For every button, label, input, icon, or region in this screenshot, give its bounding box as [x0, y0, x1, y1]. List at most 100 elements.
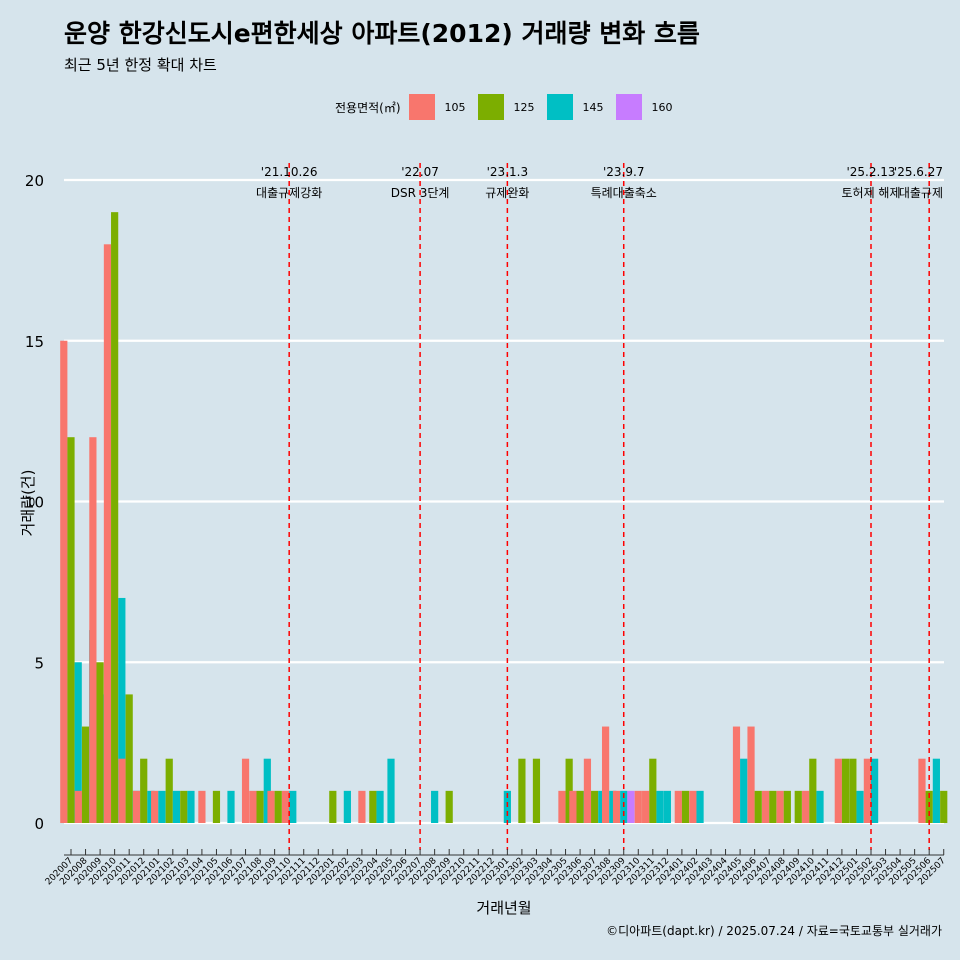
bar-105-202101 — [151, 790, 159, 823]
bar-105-202107 — [241, 758, 250, 823]
bar-125-202302 — [518, 758, 526, 823]
bar-145-202010 — [118, 597, 126, 823]
bar-125-202011 — [125, 694, 133, 823]
bar-105-202506 — [918, 758, 926, 823]
bar-125-202412 — [841, 758, 850, 823]
y-axis-title: 거래량(건) — [19, 470, 37, 537]
bar-125-202408 — [783, 790, 791, 823]
bar-125-202204 — [369, 790, 377, 823]
bar-145-202103 — [187, 790, 195, 823]
event-date: '22.07 — [401, 165, 439, 179]
bar-125-202108 — [256, 790, 264, 823]
legend-key-145 — [546, 94, 573, 120]
event-date: '25.6.27 — [894, 165, 943, 179]
y-tick-label: 5 — [34, 654, 44, 672]
bar-145-202106 — [227, 790, 235, 823]
bar-145-202202 — [343, 790, 351, 823]
legend-key-105 — [408, 94, 435, 120]
legend-title: 전용면적(㎡) — [335, 100, 401, 115]
bar-125-202201 — [329, 790, 337, 823]
bar-105-202104 — [198, 790, 206, 823]
bar-125-202410 — [809, 758, 817, 823]
bar-145-202405 — [740, 758, 748, 823]
event-date: '23.9.7 — [603, 165, 644, 179]
legend-label-125: 125 — [513, 100, 535, 114]
y-tick-label: 0 — [34, 815, 44, 833]
bar-105-202307 — [583, 758, 592, 823]
bar-125-202501 — [849, 758, 857, 823]
bar-125-202401 — [681, 790, 690, 823]
bar-145-202108 — [263, 758, 271, 823]
legend-label-160: 160 — [651, 100, 673, 114]
bar-145-202311 — [656, 790, 664, 823]
bar-145-202208 — [431, 790, 439, 823]
bar-105-202310 — [634, 790, 642, 823]
bar-105-202406 — [747, 726, 755, 823]
bar-125-202008 — [81, 726, 90, 823]
legend-key-125 — [477, 94, 504, 120]
bar-105-202408 — [776, 790, 784, 823]
bar-105-202007 — [60, 340, 68, 823]
bar-105-202203 — [358, 790, 366, 823]
bar-125-202209 — [445, 790, 453, 823]
bar-125-202407 — [769, 790, 777, 823]
bar-105-202110 — [281, 790, 290, 823]
bar-145-202501 — [856, 790, 864, 823]
bar-105-202012 — [132, 790, 141, 823]
bar-125-202009 — [96, 662, 104, 823]
bar-125-202010 — [111, 212, 119, 823]
bar-160-202309 — [627, 790, 635, 823]
y-tick-label: 10 — [25, 494, 44, 512]
bar-125-202307 — [591, 790, 599, 823]
bar-145-202101 — [158, 790, 166, 823]
event-label: DSR 3단계 — [391, 186, 450, 200]
bar-145-202102 — [172, 790, 181, 823]
bar-145-202312 — [663, 790, 671, 823]
legend-key-160 — [615, 94, 642, 120]
bar-105-202410 — [802, 790, 810, 823]
bar-125-202007 — [67, 437, 75, 823]
bar-125-202507 — [940, 790, 948, 823]
bar-125-202305 — [565, 758, 573, 823]
bar-105-202008 — [74, 790, 82, 823]
event-date: '23.1.3 — [487, 165, 528, 179]
bar-125-202102 — [165, 758, 173, 823]
bar-105-202402 — [689, 790, 697, 823]
bar-145-202012 — [147, 790, 155, 823]
bar-125-202306 — [576, 790, 584, 823]
chart-title: 운양 한강신도시e편한세상 아파트(2012) 거래량 변화 흐름 — [64, 19, 700, 48]
bar-105-202308 — [601, 726, 610, 823]
bar-145-202205 — [387, 758, 395, 823]
bar-125-202311 — [649, 758, 657, 823]
bar-125-202109 — [274, 790, 282, 823]
event-label: 특례대출축소 — [591, 186, 657, 200]
bar-105-202010 — [103, 244, 112, 824]
event-label: 규제완화 — [485, 186, 529, 200]
x-axis-title: 거래년월 — [476, 899, 531, 917]
event-lines: '21.10.26 대출규제강화 '22.07 DSR 3단계 '23.1.3 규제완화 '… — [256, 163, 943, 850]
bar-125-202012 — [140, 758, 148, 823]
bar-105-202401 — [674, 790, 682, 823]
bar-145-202204 — [376, 790, 384, 823]
bar-105-202311 — [642, 790, 650, 823]
chart-subtitle: 최근 5년 한정 확대 차트 — [64, 56, 217, 74]
bar-105-202108 — [249, 790, 257, 823]
bar-105-202309 — [612, 790, 621, 823]
bar-145-202007 — [74, 662, 82, 823]
y-tick-label: 20 — [25, 172, 44, 190]
bar-105-202405 — [732, 726, 741, 823]
event-label: 대출규제강화 — [256, 186, 322, 200]
bar-145-202307 — [598, 790, 606, 823]
bar-105-202109 — [267, 790, 275, 823]
bar-125-202409 — [794, 790, 802, 823]
bar-105-202011 — [118, 758, 126, 823]
event-date: '21.10.26 — [261, 165, 318, 179]
legend: 전용면적(㎡) 105 125 145 160 — [335, 93, 685, 121]
y-tick-label: 15 — [25, 333, 44, 351]
event-label: 대출규제 — [899, 186, 943, 200]
legend-label-145: 145 — [582, 100, 604, 114]
bar-125-202303 — [532, 758, 541, 823]
bar-125-202103 — [180, 790, 188, 823]
event-label: 토허제 해제 — [841, 186, 900, 200]
